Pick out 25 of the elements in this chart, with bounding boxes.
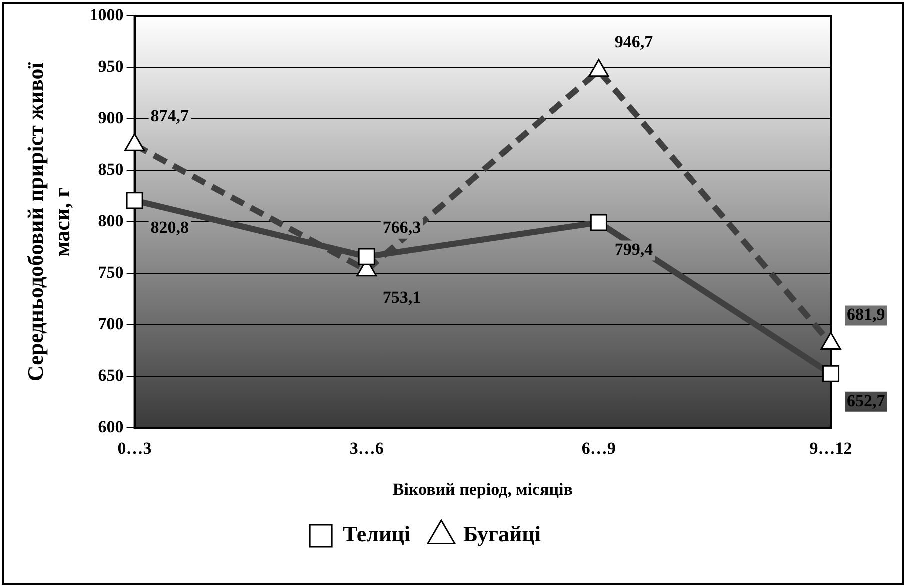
y-tick-label: 900 xyxy=(98,108,124,128)
data-label: 766,3 xyxy=(382,218,422,238)
data-label: 799,4 xyxy=(614,240,654,260)
x-tick-label: 0…3 xyxy=(118,438,152,458)
y-axis-title: Середньодобовий приріст живої маси, г xyxy=(22,62,74,382)
y-tick-label: 600 xyxy=(98,418,124,437)
y-tick-label: 950 xyxy=(98,56,124,76)
data-label: 946,7 xyxy=(614,32,654,52)
data-label: 652,7 xyxy=(847,391,886,410)
y-tick-label: 750 xyxy=(98,263,124,282)
data-label: 820,8 xyxy=(150,218,190,238)
y-tick-label: 650 xyxy=(98,366,124,386)
legend-label: Бугайці xyxy=(463,522,541,547)
y-tick-label: 850 xyxy=(98,160,124,179)
data-label: 753,1 xyxy=(382,288,422,307)
data-label: 874,7 xyxy=(150,106,190,126)
x-axis-title: Віковий період, місяців xyxy=(392,480,573,500)
x-tick-label: 3…6 xyxy=(350,438,384,458)
y-tick-label: 700 xyxy=(98,314,124,334)
y-tick-label: 800 xyxy=(98,211,124,230)
legend-label: Телиці xyxy=(343,522,410,547)
x-tick-label: 9…12 xyxy=(810,438,852,458)
y-tick-label: 1000 xyxy=(90,5,124,24)
data-label: 681,9 xyxy=(847,305,886,324)
x-tick-label: 6…9 xyxy=(582,438,616,458)
